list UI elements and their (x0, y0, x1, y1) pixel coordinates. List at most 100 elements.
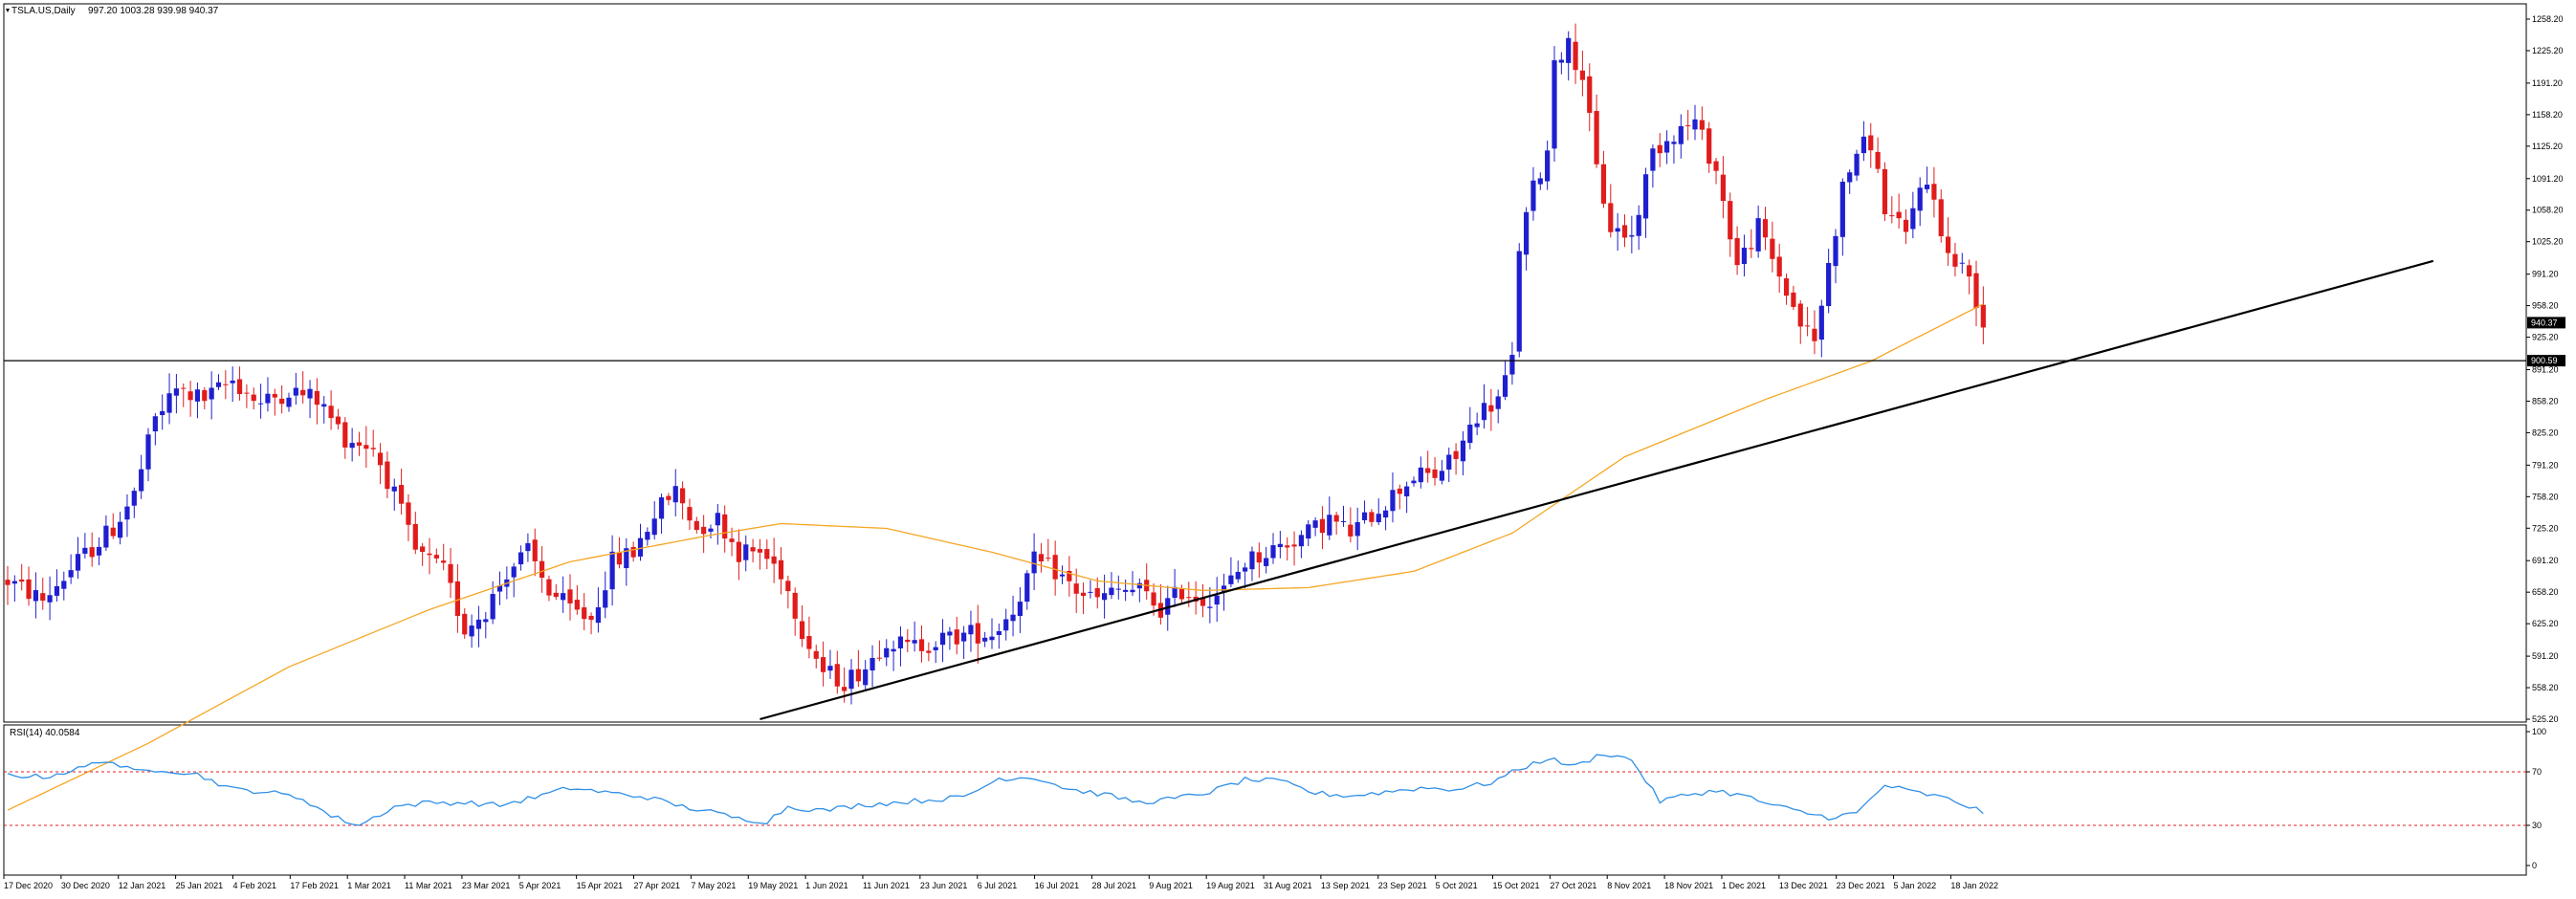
candle (483, 611, 489, 639)
rsi-tick-label: 100 (2532, 727, 2546, 736)
rsi-tick-label: 0 (2532, 861, 2537, 870)
candle (236, 366, 243, 401)
candle (1298, 530, 1304, 559)
candle-body (26, 579, 32, 600)
candle (1833, 229, 1838, 284)
candle-body (1094, 588, 1100, 598)
candle-body (954, 629, 959, 645)
candle-body (517, 552, 524, 565)
candle (40, 578, 46, 610)
candle (792, 587, 798, 636)
candle (1256, 542, 1262, 578)
trendline-line[interactable] (760, 259, 2434, 721)
candle-body (743, 544, 749, 560)
candle-body (40, 593, 46, 602)
date-tick-label: 13 Sep 2021 (1321, 881, 1370, 890)
collapse-arrow-icon[interactable] (6, 9, 10, 12)
candle (1600, 150, 1607, 208)
date-tick-label: 31 Aug 2021 (1264, 881, 1312, 890)
candle-body (1306, 524, 1311, 539)
candle (1439, 459, 1444, 485)
candle-body (265, 393, 271, 404)
candle (441, 543, 447, 571)
candle (1783, 274, 1790, 305)
candle-body (1741, 247, 1748, 264)
candle (1348, 507, 1354, 543)
candle-body (1446, 454, 1452, 470)
candle-body (230, 380, 235, 384)
price-tick-label: 1025.20 (2532, 237, 2564, 247)
candle (1713, 158, 1719, 185)
candle (1889, 196, 1895, 224)
candle-body (1243, 567, 1248, 572)
candle (666, 493, 672, 506)
candle-body (658, 497, 665, 519)
candle-body (1165, 598, 1171, 615)
current-price-tag-bg (2527, 317, 2565, 329)
candle (1319, 506, 1326, 550)
candle (989, 618, 995, 649)
candle (1826, 248, 1832, 314)
price-tick-label: 625.20 (2532, 619, 2559, 628)
candle-body (1123, 589, 1129, 592)
price-tick-label: 658.20 (2532, 587, 2559, 597)
candle-body (1657, 144, 1662, 154)
candle-body (961, 632, 967, 642)
candle-body (1776, 256, 1782, 277)
candle (68, 554, 74, 584)
candle (1706, 121, 1712, 173)
candle-body (1460, 440, 1466, 462)
candle (1481, 384, 1487, 429)
candle (1776, 243, 1782, 294)
candle-body (884, 647, 890, 658)
candle-body (1608, 203, 1614, 232)
candle-body (258, 403, 264, 405)
candle-body (356, 442, 363, 446)
rsi-panel-border (3, 724, 2527, 876)
candle-body (764, 549, 770, 559)
candle-body (1566, 37, 1572, 63)
candle (1467, 406, 1473, 450)
candle (982, 631, 988, 647)
candle-body (1390, 490, 1396, 512)
candle-body (1664, 141, 1670, 153)
candle (778, 547, 784, 595)
candle (1664, 130, 1670, 164)
candle-body (194, 389, 201, 402)
candle (968, 610, 974, 652)
candle-body (1172, 586, 1178, 599)
candle-body (750, 547, 756, 552)
candle (1552, 46, 1557, 162)
candle (1285, 537, 1290, 561)
date-tick-label: 23 Dec 2021 (1837, 881, 1885, 890)
candle (1214, 577, 1220, 623)
trendline (4, 259, 2526, 721)
ma-path (7, 303, 1984, 811)
candle (1573, 23, 1578, 84)
candle (799, 604, 805, 647)
candle (694, 516, 699, 534)
price-tick-label: 1191.20 (2532, 78, 2563, 88)
candle (1264, 546, 1269, 574)
candle-body (722, 514, 728, 539)
candle-body (160, 410, 165, 416)
candle-body (1783, 278, 1790, 296)
candle (1868, 122, 1874, 168)
candle-body (1270, 545, 1276, 559)
price-tick-label: 1258.20 (2532, 14, 2564, 24)
candle-body (1214, 595, 1220, 605)
price-tick-label: 925.20 (2532, 333, 2559, 342)
candle (33, 572, 38, 619)
candle (785, 575, 791, 609)
candle-body (328, 406, 334, 419)
candle-body (1579, 70, 1585, 80)
candle (588, 612, 594, 635)
candle-body (406, 502, 411, 525)
candle (757, 538, 763, 570)
candle-body (1896, 211, 1902, 219)
candle-body (736, 541, 741, 562)
candle-body (1495, 396, 1501, 409)
candle (715, 503, 720, 545)
candle-body (1340, 520, 1347, 522)
